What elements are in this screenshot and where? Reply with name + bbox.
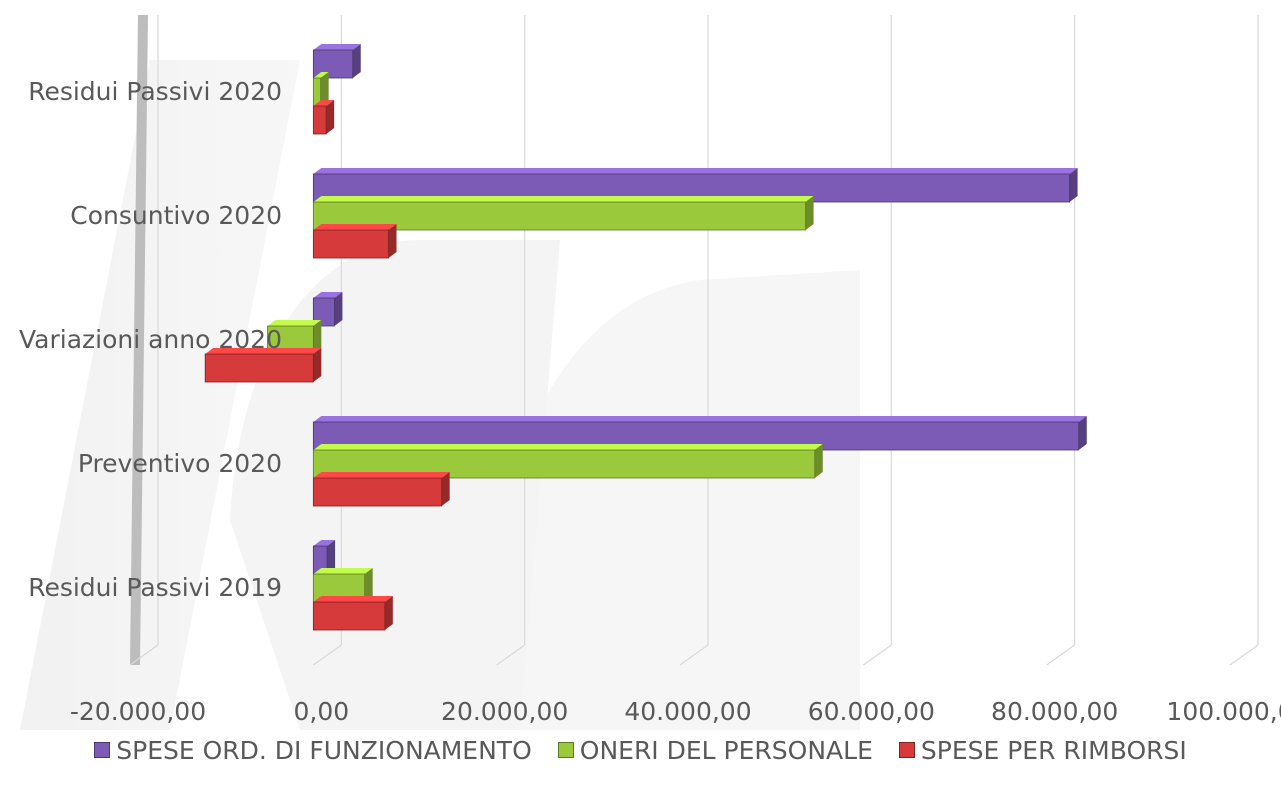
- legend-swatch: [898, 742, 915, 758]
- bar-top-face: [313, 444, 823, 450]
- legend-label: SPESE PER RIMBORSI: [920, 735, 1187, 765]
- bar-spese-ord-di-funzionamento-2: [312, 297, 335, 327]
- bar-side-face: [313, 348, 322, 382]
- back-wall-face: [130, 15, 148, 665]
- bar-side-face: [805, 196, 814, 230]
- bar-side-face: [327, 540, 336, 574]
- bar-spese-per-rimborsi-2: [204, 353, 314, 383]
- bar-side-face: [320, 72, 329, 106]
- bar-top-face: [205, 348, 322, 354]
- bar-side-face: [441, 472, 450, 506]
- gridline-depth: [862, 644, 892, 666]
- category-label: Residui Passivi 2019: [28, 573, 282, 602]
- gridlines: [129, 15, 1259, 666]
- x-tick-label: 100.000,00: [1166, 697, 1281, 726]
- legend-label: SPESE ORD. DI FUNZIONAMENTO: [116, 735, 532, 765]
- x-tick-label: -20.000,00: [70, 697, 206, 726]
- legend-swatch: [94, 742, 111, 758]
- category-labels: Residui Passivi 2019 Preventivo 2020 Varia…: [19, 77, 282, 602]
- legend-item: SPESE PER RIMBORSI: [898, 735, 1187, 765]
- category-label: Consuntivo 2020: [70, 201, 282, 230]
- bar-side-face: [352, 44, 361, 78]
- bar-top-face: [313, 416, 1087, 422]
- bar-top-face: [313, 168, 1078, 174]
- bar-top-face: [313, 196, 814, 202]
- legend: SPESE ORD. DI FUNZIONAMENTO ONERI DEL PER…: [0, 730, 1281, 770]
- gridline-depth: [1229, 644, 1259, 666]
- bar-spese-per-rimborsi-4: [312, 105, 327, 135]
- bar-top-face: [313, 100, 335, 106]
- chart-back-wall: [130, 15, 148, 665]
- bar-spese-per-rimborsi-0: [312, 601, 386, 631]
- bar-top-face: [313, 540, 336, 546]
- x-tick-label: 80.000,00: [991, 697, 1118, 726]
- x-axis-tick-labels: -20.000,00 0,00 20.000,00 40.000,00 60.000,0…: [70, 697, 1281, 726]
- legend-item: SPESE ORD. DI FUNZIONAMENTO: [94, 736, 532, 765]
- bar-side-face: [388, 224, 397, 258]
- bars-layer: [204, 44, 1087, 631]
- bar-side-face: [1069, 168, 1078, 202]
- category-label: Residui Passivi 2020: [28, 77, 282, 106]
- bar-side-face: [334, 292, 343, 326]
- bar-spese-per-rimborsi-1: [312, 477, 443, 507]
- x-tick-label: 60.000,00: [808, 697, 935, 726]
- gridline-depth: [496, 644, 526, 666]
- bar-top-face: [313, 72, 329, 78]
- x-tick-label: 0,00: [293, 697, 349, 726]
- bar-top-face: [313, 44, 361, 50]
- bar-side-face: [814, 444, 823, 478]
- x-tick-label: 20.000,00: [441, 697, 568, 726]
- gridline-depth: [1046, 644, 1076, 666]
- bar-top-face: [313, 472, 450, 478]
- bar-side-face: [364, 568, 373, 602]
- legend-item: ONERI DEL PERSONALE: [557, 735, 873, 765]
- bar-top-face: [313, 568, 373, 574]
- category-label: Preventivo 2020: [78, 449, 282, 478]
- legend-swatch: [557, 742, 574, 758]
- bar-top-face: [313, 292, 343, 298]
- bar-side-face: [384, 596, 393, 630]
- legend-label: ONERI DEL PERSONALE: [579, 735, 873, 765]
- bar-top-face: [313, 596, 393, 602]
- gridline-depth: [129, 644, 159, 666]
- bar-side-face: [326, 100, 335, 134]
- bar-side-face: [1078, 416, 1087, 450]
- bar-top-face: [267, 320, 322, 326]
- gridline-depth: [312, 644, 342, 666]
- gridline-depth: [679, 644, 709, 666]
- category-label: Variazioni anno 2020: [19, 325, 282, 354]
- x-tick-label: 40.000,00: [624, 697, 751, 726]
- bar-top-face: [313, 224, 397, 230]
- bar-spese-per-rimborsi-3: [312, 229, 389, 259]
- bar-side-face: [313, 320, 322, 354]
